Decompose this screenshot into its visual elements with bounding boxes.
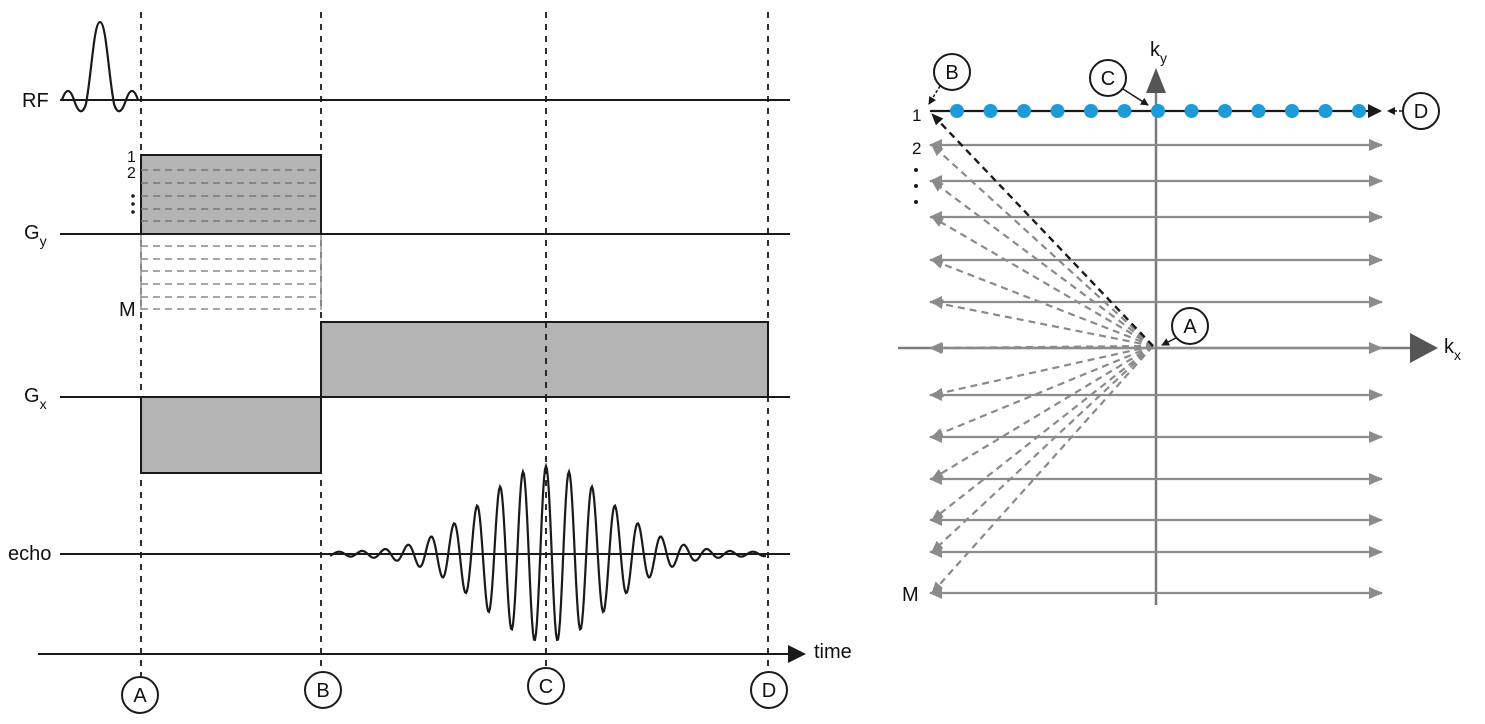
gy-phase-steps-negative — [141, 245, 321, 310]
kspace-phase-encode-arrow — [931, 345, 1154, 553]
kspace-ellipsis-dot — [914, 184, 918, 188]
kspace-sample-point — [950, 104, 964, 118]
gy-phase-steps-positive — [141, 169, 321, 222]
kspace-phase-encode-arrow — [931, 345, 1154, 594]
svg-text:D: D — [762, 680, 776, 702]
gy-step-label-1: 1 — [127, 149, 136, 166]
kspace-line-label-2: 2 — [912, 139, 921, 158]
gy-step-label-2: 2 — [127, 165, 136, 182]
kspace-phase-encode-arrow — [931, 258, 1154, 348]
kspace-sample-point — [1318, 104, 1333, 118]
kspace-sample-points — [950, 104, 1366, 118]
kspace-phase-encode-arrow — [931, 345, 1154, 480]
kspace-sample-point — [1017, 104, 1031, 118]
kspace-phase-encode-arrow — [931, 345, 1154, 521]
kspace-sample-point — [1285, 104, 1299, 118]
time-marker-a: A — [121, 676, 159, 714]
gy-ellipsis-dot — [131, 210, 135, 214]
echo-label: echo — [8, 543, 51, 565]
kspace-phase-encode-arrow — [931, 344, 1154, 398]
kx-axis-arrowhead — [1410, 333, 1438, 363]
svg-text:B: B — [945, 62, 958, 84]
gx-channel: Gx — [24, 321, 790, 474]
rf-label: RF — [22, 90, 49, 112]
time-marker-d: D — [750, 671, 788, 709]
kspace-line-start-arrowhead — [929, 546, 942, 558]
svg-text:C: C — [539, 676, 553, 698]
time-marker-lines — [140, 12, 769, 676]
kspace-phase-encode-arrow — [931, 342, 1154, 353]
gy-ellipsis-dot — [131, 202, 135, 206]
kspace-sample-point — [1151, 104, 1165, 118]
kspace-phase-encode-arrow — [931, 344, 1154, 439]
kspace-phase-encode-arrow — [931, 180, 1154, 347]
kspace-sample-point — [1251, 104, 1266, 118]
echo-signal — [329, 462, 767, 642]
echo-channel: echo — [8, 462, 790, 642]
kspace-sample-point — [1352, 104, 1366, 118]
svg-text:B: B — [316, 680, 329, 702]
time-axis-arrowhead — [788, 645, 806, 663]
kspace-ellipsis-dot — [914, 168, 918, 172]
kspace-sample-point — [1218, 104, 1232, 118]
time-axis-label: time — [814, 641, 852, 663]
ky-axis-arrowhead — [1146, 68, 1166, 93]
time-marker-c: C — [527, 667, 565, 705]
kspace-sample-point — [1050, 104, 1065, 118]
kspace-line-label-m: M — [902, 584, 919, 606]
kspace-phase-encode-arrow — [931, 299, 1154, 348]
kspace-phase-encode-arrows — [931, 113, 1154, 594]
gx-prephase-lobe — [140, 396, 322, 474]
time-marker-circles: A B C D — [121, 667, 788, 714]
svg-text:D: D — [1414, 101, 1428, 123]
svg-text:A: A — [133, 685, 147, 707]
svg-text:A: A — [1183, 316, 1197, 338]
kspace-sample-point — [983, 104, 998, 118]
gx-label: Gx — [24, 385, 47, 412]
rf-channel: RF — [22, 20, 790, 113]
time-marker-b: B — [304, 671, 342, 709]
timing-diagram: RF Gy — [8, 12, 852, 714]
kspace-line-start-arrowhead — [929, 514, 942, 526]
kspace-diagram: ky kx 1 2 M A B C — [898, 39, 1461, 606]
kspace-sample-point — [1084, 104, 1098, 118]
kspace-sample-point — [1117, 104, 1132, 118]
kspace-marker-d: D — [1387, 92, 1440, 130]
gy-channel: Gy 1 2 — [24, 149, 790, 321]
kspace-first-line-arrowhead — [1368, 104, 1382, 118]
svg-text:C: C — [1101, 68, 1115, 90]
time-axis: time — [38, 641, 852, 663]
kspace-sample-point — [1184, 104, 1199, 118]
kspace-phase-encode-arrow — [931, 216, 1154, 347]
kspace-phase-encode-arrow-first — [931, 113, 1154, 347]
gy-ellipsis-dot — [131, 194, 135, 198]
kx-axis-label: kx — [1444, 336, 1461, 363]
kspace-line-label-1: 1 — [912, 106, 921, 125]
ky-axis-label: ky — [1150, 39, 1167, 66]
kspace-line-start-arrowhead — [929, 473, 942, 485]
gy-step-label-m: M — [119, 299, 136, 321]
kspace-ellipsis-dot — [914, 200, 918, 204]
kspace-marker-b: B — [928, 53, 971, 105]
rf-sinc-pulse — [60, 20, 140, 113]
kspace-phase-encode-arrow — [931, 144, 1154, 347]
kspace-marker-a: A — [1161, 307, 1209, 346]
kspace-line-start-arrowhead — [929, 175, 942, 187]
gy-phase-encode-lobe — [140, 154, 322, 235]
gy-label: Gy — [24, 222, 47, 249]
kspace-marker-c: C — [1089, 59, 1149, 106]
gx-readout-lobe — [320, 321, 769, 398]
